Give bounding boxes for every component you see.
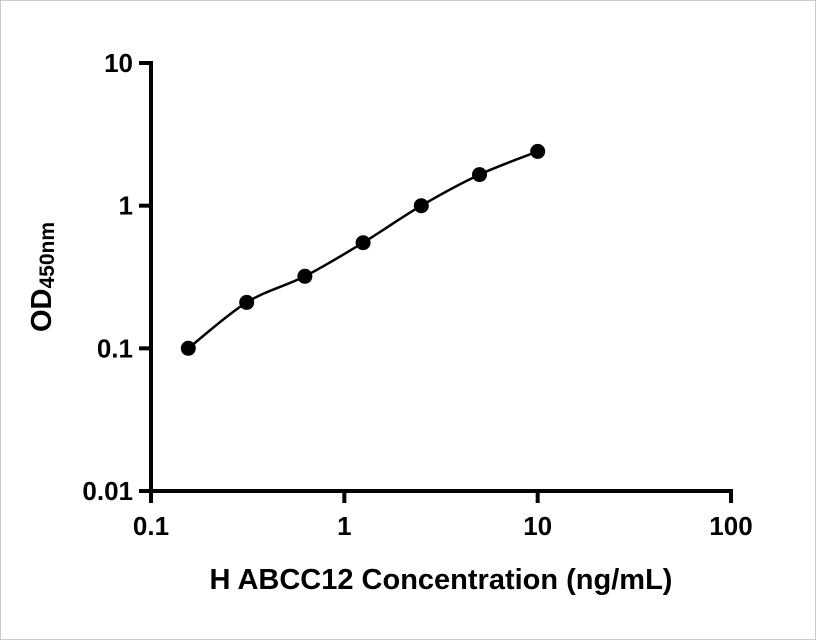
y-axis-tick-label: 1 bbox=[119, 191, 133, 221]
y-axis-title-main: OD bbox=[26, 289, 58, 333]
axes-frame bbox=[149, 61, 733, 493]
data-point bbox=[297, 268, 313, 284]
y-axis-title-sub: 450nm bbox=[36, 222, 59, 289]
y-axis-tick-label: 0.01 bbox=[82, 476, 133, 506]
data-point bbox=[472, 167, 487, 183]
x-axis-tick-label: 0.1 bbox=[133, 511, 169, 541]
data-point bbox=[530, 143, 546, 159]
data-point bbox=[413, 198, 429, 214]
x-axis-tick-label: 10 bbox=[523, 511, 552, 541]
x-axis-title: H ABCC12 Concentration (ng/mL) bbox=[210, 564, 673, 596]
y-axis-title: OD450nm bbox=[26, 222, 59, 332]
x-axis-tick-label: 1 bbox=[337, 511, 351, 541]
data-point bbox=[239, 294, 255, 310]
y-axis-tick-label: 10 bbox=[104, 48, 133, 78]
data-point bbox=[180, 340, 196, 356]
data-point bbox=[355, 235, 371, 251]
y-axis-tick-label: 0.1 bbox=[97, 333, 133, 363]
x-axis-tick-label: 100 bbox=[709, 511, 752, 541]
